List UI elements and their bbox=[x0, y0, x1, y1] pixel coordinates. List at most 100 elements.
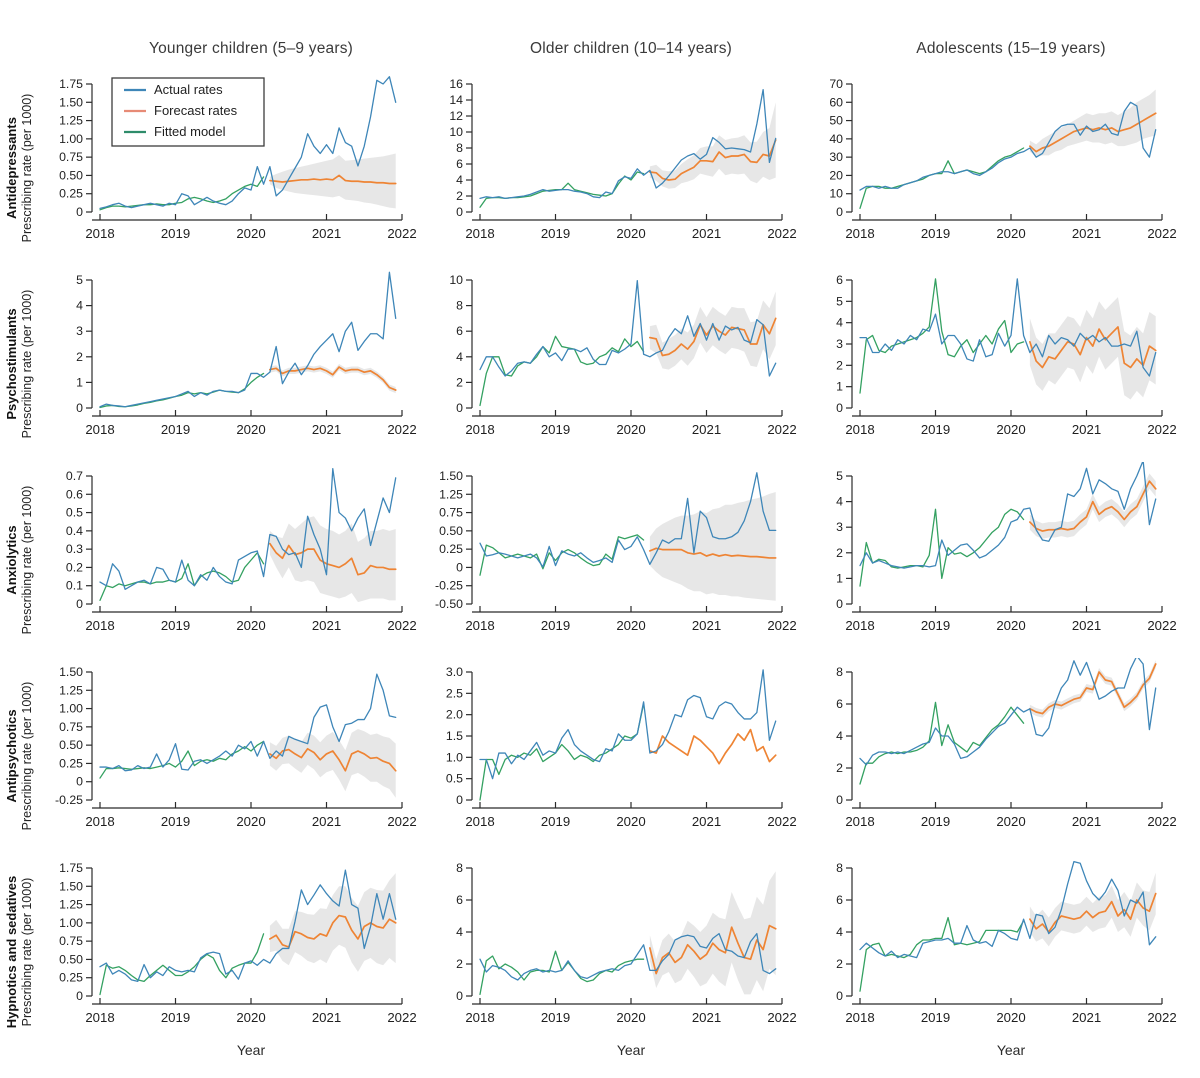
row-label: Psychostimulants bbox=[4, 308, 20, 420]
x-tick-label: 2020 bbox=[236, 226, 265, 241]
forecast-line bbox=[1029, 892, 1157, 933]
x-tick-label: 2018 bbox=[845, 1010, 874, 1025]
actual-rates-line bbox=[859, 655, 1157, 766]
y-tick-label: -0.25 bbox=[435, 579, 463, 593]
x-tick-label: 2018 bbox=[845, 814, 874, 829]
confidence-band bbox=[1029, 89, 1156, 158]
fitted-model-line bbox=[479, 534, 645, 576]
row-label-cell: Hypnotics and sedatives Prescribing rate … bbox=[0, 854, 40, 1050]
row-label-cell: Antidepressants Prescribing rate (per 100… bbox=[0, 70, 40, 266]
x-tick-label: 2020 bbox=[616, 226, 645, 241]
x-tick-label: 2021 bbox=[1072, 226, 1101, 241]
x-tick-label: 2019 bbox=[541, 422, 570, 437]
y-tick-label: 0 bbox=[456, 560, 463, 574]
x-tick-label: 2020 bbox=[996, 814, 1025, 829]
y-tick-label: 2 bbox=[76, 350, 83, 364]
x-tick-label: 2020 bbox=[616, 814, 645, 829]
y-tick-label: 1.50 bbox=[439, 469, 463, 483]
actual-rates-line bbox=[479, 669, 777, 780]
y-tick-label: 4 bbox=[836, 316, 843, 330]
row-label-cell: Psychostimulants Prescribing rate (per 10… bbox=[0, 266, 40, 462]
confidence-band bbox=[1029, 872, 1156, 947]
y-tick-label: 0 bbox=[836, 793, 843, 807]
y-tick-label: 1 bbox=[836, 571, 843, 585]
y-tick-label: 1.50 bbox=[59, 879, 83, 893]
y-tick-label: 0.5 bbox=[66, 506, 83, 520]
y-tick-label: 1.75 bbox=[59, 861, 83, 875]
y-axis: 1.50 1.25 1.00 0.75 0.50 0.25 0 -0.25 bbox=[55, 665, 93, 807]
x-tick-label: 2022 bbox=[387, 226, 416, 241]
chart-cell-antipsychotics-younger: 1.50 1.25 1.00 0.75 0.50 0.25 0 -0.25 2018 2019 20… bbox=[40, 658, 420, 854]
y-tick-label: 2.5 bbox=[446, 686, 463, 700]
x-tick-label: 2022 bbox=[1147, 422, 1176, 437]
forecast-line bbox=[269, 747, 397, 772]
x-tick-label: 2021 bbox=[1072, 422, 1101, 437]
y-axis: 5 4 3 2 1 0 bbox=[76, 273, 93, 415]
x-tick-label: 2019 bbox=[921, 1010, 950, 1025]
y-tick-label: 0.4 bbox=[66, 524, 83, 538]
confidence-band bbox=[269, 729, 396, 798]
y-tick-label: 6 bbox=[836, 893, 843, 907]
confidence-band bbox=[649, 871, 776, 995]
x-tick-label: 2018 bbox=[845, 422, 874, 437]
chart-cell-antidepressants-younger: 1.75 1.50 1.25 1.00 0.75 0.50 0.25 0 2018 2019 202… bbox=[40, 70, 420, 266]
y-tick-label: 0.6 bbox=[66, 487, 83, 501]
y-tick-label: 50 bbox=[829, 114, 843, 128]
y-tick-label: 0 bbox=[76, 989, 83, 1003]
y-tick-label: 2 bbox=[836, 358, 843, 372]
y-tick-label: 0 bbox=[836, 597, 843, 611]
row-label: Antipsychotics bbox=[4, 709, 20, 803]
x-tick-label: 2022 bbox=[1147, 1010, 1176, 1025]
x-tick-label: 2018 bbox=[85, 1010, 114, 1025]
y-tick-label: 6 bbox=[456, 893, 463, 907]
y-axis: 3.0 2.5 2.0 1.5 1.0 0.5 0 bbox=[446, 665, 473, 807]
y-axis: 8 6 4 2 0 bbox=[836, 861, 853, 1003]
y-axis-label: Prescribing rate (per 1000) bbox=[20, 93, 35, 243]
forecast-line bbox=[269, 542, 397, 576]
forecast-line bbox=[1029, 112, 1157, 153]
y-tick-label: 1.75 bbox=[59, 77, 83, 91]
y-axis-label: Prescribing rate (per 1000) bbox=[20, 485, 35, 635]
x-tick-label: 2018 bbox=[85, 226, 114, 241]
y-tick-label: 2 bbox=[456, 375, 463, 389]
fitted-model-line bbox=[99, 740, 265, 779]
x-axis-title-col2: Year bbox=[616, 1042, 646, 1058]
fitted-model-line bbox=[859, 508, 1025, 587]
x-tick-label: 2019 bbox=[161, 422, 190, 437]
actual-rates-line bbox=[859, 459, 1157, 569]
y-tick-label: 1.00 bbox=[59, 702, 83, 716]
x-tick-label: 2019 bbox=[161, 618, 190, 633]
y-tick-label: 4 bbox=[836, 729, 843, 743]
x-tick-label: 2018 bbox=[85, 618, 114, 633]
fitted-model-line bbox=[479, 335, 645, 407]
y-tick-label: 0.2 bbox=[66, 560, 83, 574]
y-tick-label: 0 bbox=[836, 205, 843, 219]
x-tick-label: 2021 bbox=[692, 422, 721, 437]
x-tick-label: 2021 bbox=[312, 814, 341, 829]
y-tick-label: 0 bbox=[76, 597, 83, 611]
chart-row-antipsychotics: Antipsychotics Prescribing rate (per 1000… bbox=[0, 655, 1200, 854]
y-tick-label: 0.5 bbox=[446, 772, 463, 786]
y-axis-label: Prescribing rate (per 1000) bbox=[20, 289, 35, 439]
x-axis: 2018 2019 2020 2021 2022 bbox=[85, 606, 417, 633]
actual-rates-line bbox=[99, 271, 397, 408]
row-label-cell: Anxiolytics Prescribing rate (per 1000) bbox=[0, 462, 40, 658]
x-tick-label: 2022 bbox=[387, 1010, 416, 1025]
x-tick-label: 2022 bbox=[1147, 618, 1176, 633]
y-tick-label: 8 bbox=[836, 861, 843, 875]
fitted-model-line bbox=[859, 147, 1025, 209]
y-tick-label: 0 bbox=[456, 989, 463, 1003]
chart-cell-hypnotics-older: 8 6 4 2 0 2018 2019 2020 2021 2022 bbox=[420, 854, 800, 1050]
y-axis: 0.7 0.6 0.5 0.4 0.3 0.2 0.1 0 bbox=[66, 469, 93, 611]
actual-rates-line bbox=[479, 88, 777, 200]
x-axis-title-col3: Year bbox=[996, 1042, 1026, 1058]
actual-rates-line bbox=[99, 468, 397, 591]
